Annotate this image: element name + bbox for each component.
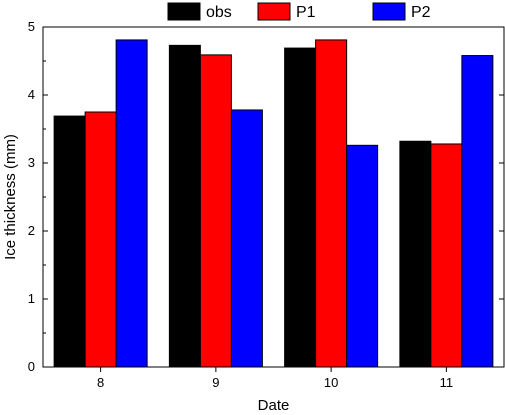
y-tick-label: 2: [28, 223, 35, 238]
bar-p2-9: [230, 109, 263, 368]
y-tick-label: 1: [28, 291, 35, 306]
bar-obs-9: [168, 44, 201, 368]
legend-swatch-p1: [257, 2, 291, 21]
legend: obs P1 P2: [167, 2, 431, 21]
legend-label-p1: P1: [296, 4, 316, 21]
legend-swatch-p2: [372, 2, 406, 21]
bar-p1-8: [84, 111, 117, 368]
bar-p2-8: [115, 39, 148, 368]
legend-label-obs: obs: [206, 4, 232, 21]
bar-p1-11: [430, 143, 463, 368]
y-tick-label: 0: [28, 359, 35, 374]
bar-p2-11: [461, 55, 494, 368]
bar-p1-9: [199, 54, 232, 368]
legend-swatch-obs: [167, 2, 201, 21]
y-tick-label: 5: [28, 19, 35, 34]
bar-p2-10: [346, 144, 379, 368]
plot-frame: [42, 26, 505, 368]
x-axis: 8 9 10 11: [97, 367, 453, 390]
bars: [53, 39, 494, 368]
legend-label-p2: P2: [411, 4, 431, 21]
y-axis-title: Ice thickness (mm): [2, 134, 19, 260]
y-tick-label: 3: [28, 155, 35, 170]
bar-obs-10: [284, 47, 317, 368]
bar-obs-8: [53, 115, 86, 368]
x-tick-label: 9: [212, 375, 219, 390]
x-tick-label: 11: [440, 375, 454, 390]
x-tick-label: 10: [324, 375, 338, 390]
y-tick-label: 4: [28, 87, 35, 102]
bar-p1-10: [315, 39, 348, 368]
x-axis-title: Date: [258, 397, 290, 414]
x-tick-label: 8: [97, 375, 104, 390]
bar-obs-11: [399, 140, 432, 368]
